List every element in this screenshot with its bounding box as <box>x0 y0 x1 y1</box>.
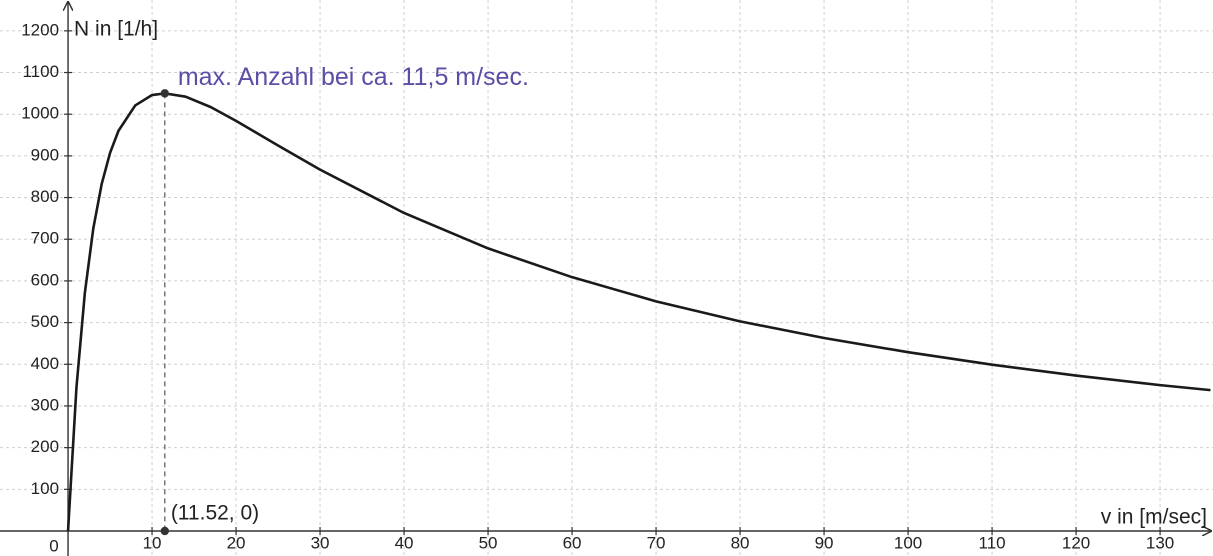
point <box>160 526 170 536</box>
y-tick-label: 1100 <box>22 62 59 81</box>
x-tick-label: 130 <box>1146 533 1174 552</box>
labels: 0 10 20 30 40 50 60 70 80 90 100 110 120 130 100 200 300… <box>21 18 1207 556</box>
y-tick-label: 800 <box>31 187 59 206</box>
y-tick-label: 500 <box>31 312 59 331</box>
x-tick-label: 10 <box>143 533 162 552</box>
annotation: max. Anzahl bei ca. 11,5 m/sec. <box>178 63 529 91</box>
x-tick-label: 120 <box>1062 533 1090 552</box>
x-tick-label: 90 <box>815 533 834 552</box>
y-tick-label: 1200 <box>21 20 59 39</box>
plot <box>66 89 1211 536</box>
x-tick-label: 50 <box>479 533 498 552</box>
y-tick-label: 700 <box>31 229 59 248</box>
curve <box>66 92 1211 532</box>
y-tick-label: 900 <box>31 145 59 164</box>
y-axis-label: N in [1/h] <box>74 18 158 41</box>
x-tick-label: 30 <box>311 533 330 552</box>
x-tick-label: 80 <box>731 533 750 552</box>
x-tick-label: 100 <box>894 533 922 552</box>
x-axis-label: v in [m/sec] <box>1101 506 1207 529</box>
y-tick-label: 200 <box>31 437 59 456</box>
x-tick-label: 70 <box>647 533 666 552</box>
point-label: (11.52, 0) <box>171 502 259 525</box>
y-tick-label: 300 <box>31 395 59 414</box>
x-tick-label: 20 <box>227 533 246 552</box>
x-tick-label: 0 <box>49 536 58 555</box>
y-tick-label: 1000 <box>21 104 59 123</box>
point <box>160 89 170 98</box>
x-tick-label: 110 <box>979 533 1006 552</box>
x-tick-label: 40 <box>395 533 414 552</box>
y-tick-label: 100 <box>31 479 59 498</box>
y-tick-label: 400 <box>31 354 59 373</box>
x-tick-label: 60 <box>563 533 582 552</box>
y-tick-label: 600 <box>31 270 59 289</box>
